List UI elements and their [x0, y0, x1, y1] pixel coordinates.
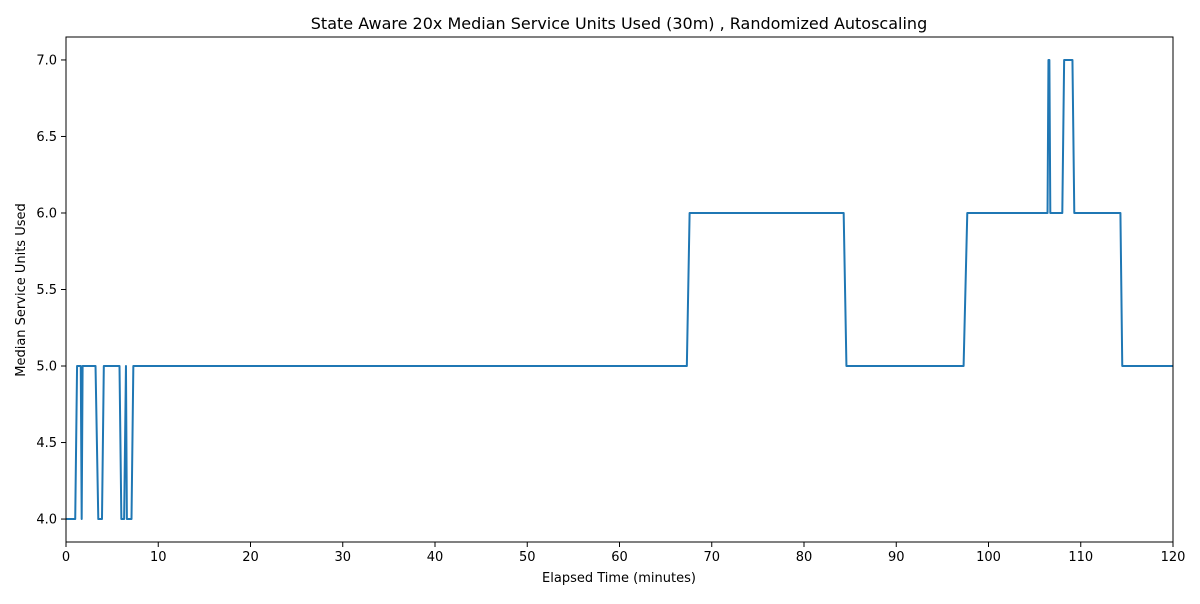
y-tick-label: 6.0: [36, 206, 57, 221]
x-tick-label: 80: [796, 550, 813, 565]
x-tick-label: 100: [976, 550, 1001, 565]
x-tick-label: 10: [150, 550, 167, 565]
x-axis: 0 10 20 30 40 50 60 70 80 90 100 110 120: [62, 542, 1186, 565]
y-tick-label: 5.0: [36, 360, 57, 375]
x-tick-label: 40: [427, 550, 444, 565]
y-axis: 4.0 4.5 5.0 5.5 6.0 6.5 7.0: [36, 53, 66, 528]
x-tick-label: 60: [611, 550, 628, 565]
x-tick-label: 50: [519, 550, 536, 565]
x-tick-label: 90: [888, 550, 905, 565]
y-tick-label: 6.5: [36, 130, 57, 145]
plot-frame: [65, 36, 1174, 543]
plot-area: [65, 36, 1174, 543]
y-tick-label: 4.5: [36, 436, 57, 451]
chart-title: State Aware 20x Median Service Units Use…: [311, 14, 927, 33]
y-axis-label: Median Service Units Used: [14, 203, 29, 377]
x-axis-label: Elapsed Time (minutes): [542, 571, 696, 586]
y-tick-label: 7.0: [36, 53, 57, 68]
series-line-0: [66, 58, 1173, 521]
x-tick-label: 120: [1161, 550, 1186, 565]
x-tick-label: 0: [62, 550, 70, 565]
x-tick-label: 110: [1068, 550, 1093, 565]
y-tick-label: 5.5: [36, 283, 57, 298]
x-tick-label: 70: [703, 550, 720, 565]
x-tick-label: 30: [334, 550, 351, 565]
x-tick-label: 20: [242, 550, 259, 565]
y-tick-label: 4.0: [36, 513, 57, 528]
